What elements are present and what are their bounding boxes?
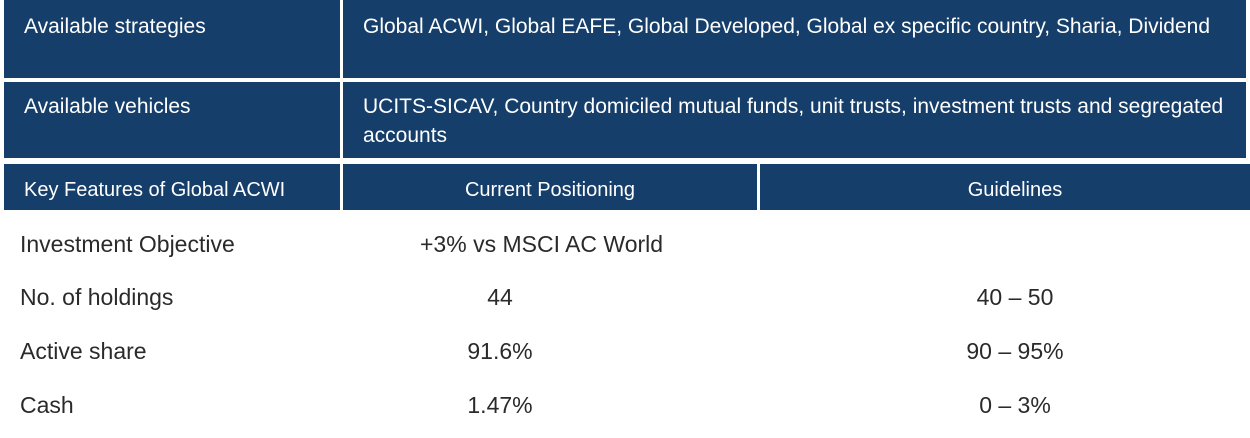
strategies-value: Global ACWI, Global EAFE, Global Develop… (363, 15, 1211, 38)
vehicles-label-cell: Available vehicles (4, 82, 340, 158)
row-label-investment-objective: Investment Objective (20, 231, 235, 257)
strategies-label: Available strategies (24, 15, 206, 38)
header-current-positioning-label: Current Positioning (464, 179, 636, 201)
row-current-cash: 1.47% (467, 392, 533, 418)
row-label-cash: Cash (20, 392, 74, 418)
header-guidelines: Guidelines (760, 164, 1250, 210)
row-current-active-share: 91.6% (467, 338, 533, 364)
row-label-active-share: Active share (20, 338, 147, 364)
strategies-value-cell: Global ACWI, Global EAFE, Global Develop… (343, 0, 1246, 78)
vehicles-value-cell: UCITS-SICAV, Country domiciled mutual fu… (343, 82, 1246, 158)
row-label-holdings: No. of holdings (20, 284, 174, 310)
vehicles-value: UCITS-SICAV, Country domiciled mutual fu… (363, 95, 1224, 147)
vehicles-label: Available vehicles (24, 95, 191, 118)
row-guideline-active-share: 90 – 95% (966, 338, 1064, 364)
header-key-features: Key Features of Global ACWI (4, 164, 340, 210)
row-guideline-holdings: 40 – 50 (976, 284, 1054, 310)
row-guideline-cash: 0 – 3% (979, 392, 1051, 418)
row-current-holdings: 44 (487, 284, 513, 310)
header-current-positioning: Current Positioning (343, 164, 757, 210)
header-guidelines-label: Guidelines (967, 179, 1063, 201)
header-key-features-label: Key Features of Global ACWI (24, 179, 286, 201)
strategies-label-cell: Available strategies (4, 0, 340, 78)
row-current-investment-objective: +3% vs MSCI AC World (420, 231, 664, 257)
